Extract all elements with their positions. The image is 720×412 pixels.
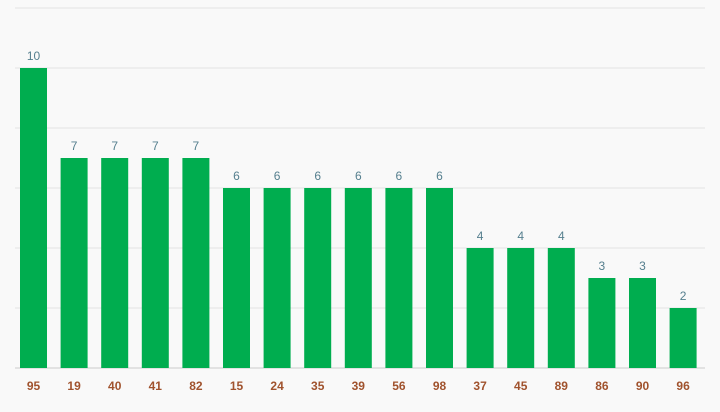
bar (263, 188, 291, 368)
x-tick-label: 41 (149, 379, 163, 393)
x-tick-label: 89 (555, 379, 569, 393)
bar (223, 188, 250, 368)
bar (304, 188, 332, 368)
value-label: 4 (517, 229, 524, 243)
x-tick-label: 24 (270, 379, 284, 393)
bar (20, 68, 47, 368)
value-label: 4 (558, 229, 565, 243)
value-label: 7 (111, 139, 118, 153)
x-tick-label: 19 (67, 379, 81, 393)
x-tick-label: 90 (636, 379, 650, 393)
x-tick-label: 95 (27, 379, 41, 393)
bar (588, 278, 616, 368)
bar (182, 158, 210, 368)
bar (141, 158, 169, 368)
value-label: 7 (152, 139, 159, 153)
bar (507, 248, 535, 368)
x-tick-label: 39 (352, 379, 366, 393)
value-label: 6 (355, 169, 362, 183)
value-label: 6 (274, 169, 281, 183)
value-label: 4 (477, 229, 484, 243)
bar (547, 248, 575, 368)
x-tick-label: 86 (595, 379, 609, 393)
value-label: 6 (436, 169, 443, 183)
x-tick-label: 35 (311, 379, 325, 393)
value-label: 7 (71, 139, 78, 153)
value-label: 7 (193, 139, 200, 153)
value-label: 2 (680, 289, 687, 303)
bar (426, 188, 453, 368)
x-tick-label: 40 (108, 379, 122, 393)
x-tick-label: 96 (676, 379, 690, 393)
bar (669, 308, 697, 368)
x-tick-label: 82 (189, 379, 203, 393)
value-label: 6 (233, 169, 240, 183)
x-tick-label: 45 (514, 379, 528, 393)
value-label: 3 (639, 259, 646, 273)
value-label: 3 (599, 259, 606, 273)
bar (466, 248, 494, 368)
x-tick-label: 98 (433, 379, 447, 393)
bar (344, 188, 372, 368)
bar (629, 278, 656, 368)
value-label: 10 (27, 49, 41, 63)
x-tick-label: 56 (392, 379, 406, 393)
bar (60, 158, 88, 368)
bar (385, 188, 413, 368)
x-tick-label: 37 (473, 379, 487, 393)
value-label: 6 (314, 169, 321, 183)
bar (101, 158, 129, 368)
value-label: 6 (396, 169, 403, 183)
x-tick-label: 15 (230, 379, 244, 393)
